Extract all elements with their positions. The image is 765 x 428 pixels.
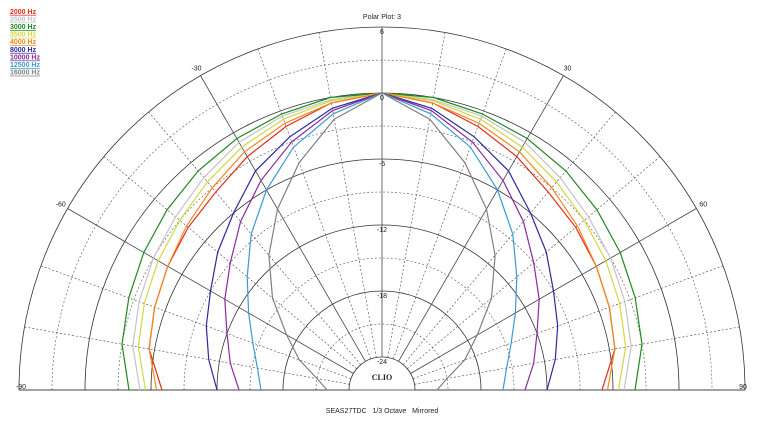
spoke xyxy=(414,326,740,385)
minor-grid-circle xyxy=(183,191,581,391)
legend-entry: 2000 Hz xyxy=(10,9,37,16)
series-line xyxy=(381,92,496,391)
series-line xyxy=(381,92,627,391)
footer: SEAS27TDC 1/3 Octave Mirrored xyxy=(326,408,439,415)
spoke xyxy=(393,48,507,360)
theta-tick-label: 30 xyxy=(564,66,572,73)
theta-tick-label: -90 xyxy=(16,384,26,391)
spoke xyxy=(387,32,446,358)
r-tick-label: 0 xyxy=(380,95,384,102)
theta-tick-label: -30 xyxy=(191,66,201,73)
legend-entry: 3500 Hz xyxy=(10,32,37,39)
series-line xyxy=(381,92,518,391)
r-tick-label: -6 xyxy=(379,161,385,168)
spoke xyxy=(200,75,366,362)
series-line xyxy=(121,92,383,391)
series-line xyxy=(246,92,383,391)
logo: CLIO xyxy=(372,373,392,382)
theta-tick-label: 60 xyxy=(699,201,707,208)
legend-entry: 3000 Hz xyxy=(10,24,37,31)
series-line xyxy=(224,92,383,391)
minor-grid-circle xyxy=(51,59,713,391)
minor-grid-circle xyxy=(315,323,449,391)
r-tick-label: 6 xyxy=(380,29,384,36)
spoke xyxy=(412,265,724,379)
legend-entry: 16000 Hz xyxy=(10,70,40,77)
series-line xyxy=(148,92,383,391)
series-line xyxy=(205,92,383,391)
series-line xyxy=(268,92,383,391)
minor-grid-circle xyxy=(117,125,647,391)
theta-tick-label: -60 xyxy=(56,201,66,208)
r-tick-label: -12 xyxy=(377,227,387,234)
spoke xyxy=(148,111,362,365)
series-line xyxy=(132,92,383,391)
series-line xyxy=(381,92,559,391)
r-tick-label: -24 xyxy=(377,359,387,366)
r-tick-label: -18 xyxy=(377,293,387,300)
series-line xyxy=(381,92,616,391)
theta-tick-label: 90 xyxy=(739,384,747,391)
legend-entry: 12500 Hz xyxy=(10,62,40,69)
series-line xyxy=(137,92,383,391)
spoke xyxy=(257,48,371,360)
spoke xyxy=(398,75,564,362)
spoke xyxy=(40,265,352,379)
spoke xyxy=(402,111,616,365)
legend-entry: 4000 Hz xyxy=(10,39,37,46)
legend-entry: 8000 Hz xyxy=(10,47,37,54)
chart-title: Polar Plot: 3 xyxy=(363,14,401,21)
series-line xyxy=(381,92,540,391)
spoke xyxy=(24,326,350,385)
series-line xyxy=(381,92,643,391)
legend-entry: 2500 Hz xyxy=(10,16,37,23)
legend-entry: 10000 Hz xyxy=(10,54,40,61)
spoke xyxy=(318,32,377,358)
series-line xyxy=(381,92,632,391)
